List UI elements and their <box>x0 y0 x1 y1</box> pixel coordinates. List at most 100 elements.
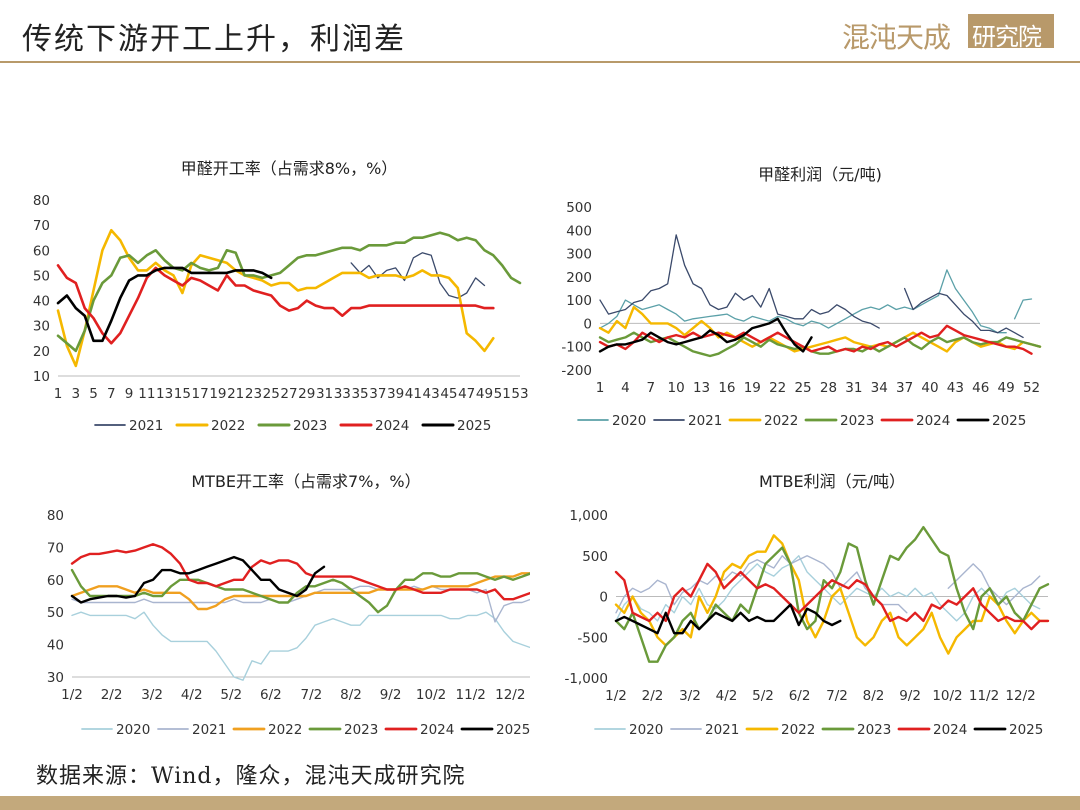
y-tick-label: 60 <box>33 243 50 259</box>
y-tick-label: 10 <box>33 369 50 385</box>
x-tick-label: 47 <box>458 386 475 402</box>
x-tick-label: 9/2 <box>899 688 921 704</box>
y-tick-label: -1,000 <box>564 671 608 687</box>
x-tick-label: 8/2 <box>863 688 885 704</box>
y-tick-label: 40 <box>47 638 64 654</box>
x-tick-label: 10 <box>668 380 685 396</box>
x-tick-label: 4 <box>621 380 630 396</box>
x-tick-label: 5 <box>89 386 98 402</box>
x-tick-label: 5/2 <box>220 687 242 703</box>
chart-methanal-profit: 甲醛利润（元/吨) -200 -100 0 100 200 300 400 500 1 4 7 10 13… <box>540 140 1060 445</box>
series-line-2025 <box>70 555 326 604</box>
series-line-2021 <box>599 234 880 329</box>
y-tick-label: -100 <box>561 340 592 356</box>
x-tick-label: 9 <box>125 386 134 402</box>
x-tick-label: 8/2 <box>340 687 362 703</box>
chart-title: 甲醛开工率（占需求8%，%） <box>181 159 398 178</box>
x-tick-label: 37 <box>369 386 386 402</box>
x-tick-label: 11/2 <box>969 688 999 704</box>
chart-title: 甲醛利润（元/吨) <box>758 165 882 184</box>
x-tick-label: 46 <box>972 380 989 396</box>
series-line-2020 <box>615 555 1041 622</box>
x-tick-label: 10/2 <box>932 688 962 704</box>
series-line-2023 <box>614 526 1050 663</box>
header-divider <box>0 61 1080 63</box>
x-tick-label: 3/2 <box>679 688 701 704</box>
y-tick-label: 80 <box>33 193 50 209</box>
x-tick-label: 53 <box>511 386 528 402</box>
source-note: 数据来源：Wind，隆众，混沌天成研究院 <box>36 764 466 789</box>
y-tick-label: 0 <box>583 316 592 332</box>
x-tick-label: 11/2 <box>456 687 486 703</box>
y-tick-label: 30 <box>47 670 64 686</box>
legend-label-2024: 2024 <box>375 418 409 434</box>
series-line-2022 <box>70 572 530 611</box>
x-tick-label: 35 <box>351 386 368 402</box>
x-tick-label: 3 <box>71 386 80 402</box>
y-tick-label: 70 <box>33 218 50 234</box>
x-tick-label: 7/2 <box>826 688 848 704</box>
x-tick-label: 2/2 <box>642 688 664 704</box>
methanal-profit-svg: 甲醛利润（元/吨) -200 -100 0 100 200 300 400 500 1 4 7 10 13… <box>561 165 1042 429</box>
legend-label-2022: 2022 <box>268 722 302 738</box>
x-tick-label: 40 <box>921 380 938 396</box>
series-line-2020 <box>599 269 1007 334</box>
y-tick-label: 300 <box>566 247 592 263</box>
x-tick-label: 22 <box>769 380 786 396</box>
x-tick-label: 7 <box>107 386 116 402</box>
x-tick-label: 13 <box>693 380 710 396</box>
legend-label-2022: 2022 <box>764 413 798 429</box>
legend-label-2023: 2023 <box>840 413 874 429</box>
legend-label-2022: 2022 <box>211 418 245 434</box>
legend-label-2025: 2025 <box>992 413 1026 429</box>
series-line-2024 <box>614 562 1050 631</box>
x-tick-label: 31 <box>316 386 333 402</box>
x-tick-label: 6/2 <box>789 688 811 704</box>
legend-label-2025: 2025 <box>496 722 530 738</box>
y-tick-label: 400 <box>566 223 592 239</box>
x-tick-label: 23 <box>245 386 262 402</box>
y-tick-label: 0 <box>599 590 608 606</box>
mtbe-rate-svg: MTBE开工率（占需求7%，%） 30 40 50 60 70 80 1/2 2/2 3/2 4/2… <box>47 472 530 738</box>
x-tick-label: 11 <box>138 386 155 402</box>
x-tick-label: 39 <box>387 386 404 402</box>
legend-label-2025: 2025 <box>457 418 491 434</box>
x-tick-label: 34 <box>871 380 888 396</box>
x-tick-label: 29 <box>298 386 315 402</box>
x-tick-label: 25 <box>794 380 811 396</box>
y-tick-label: 50 <box>33 268 50 284</box>
chart-title: MTBE利润（元/吨） <box>759 472 905 491</box>
y-tick-label: 100 <box>566 293 592 309</box>
legend-label-2023: 2023 <box>857 722 891 738</box>
y-tick-label: 80 <box>47 508 64 524</box>
x-tick-label: 41 <box>405 386 422 402</box>
legend-label-2024: 2024 <box>420 722 454 738</box>
x-tick-label: 2/2 <box>101 687 123 703</box>
series-line-2021 <box>350 252 486 299</box>
x-tick-label: 1 <box>596 380 605 396</box>
series-line-2021 <box>615 555 908 614</box>
legend-label-2021: 2021 <box>688 413 722 429</box>
x-tick-label: 13 <box>156 386 173 402</box>
x-tick-label: 27 <box>280 386 297 402</box>
y-tick-label: 20 <box>33 344 50 360</box>
x-tick-label: 19 <box>209 386 226 402</box>
y-tick-label: 50 <box>47 605 64 621</box>
x-tick-label: 1/2 <box>605 688 627 704</box>
x-tick-label: 52 <box>1023 380 1040 396</box>
series-line-2023 <box>598 331 1042 358</box>
y-tick-label: 70 <box>47 540 64 556</box>
x-tick-label: 1/2 <box>61 687 83 703</box>
series-line-2025 <box>56 266 273 343</box>
series-line-2020 <box>1013 298 1033 320</box>
legend-label-2024: 2024 <box>933 722 967 738</box>
x-tick-label: 4/2 <box>716 688 738 704</box>
series-line-2023 <box>56 231 522 353</box>
x-tick-label: 1 <box>54 386 63 402</box>
legend-label-2024: 2024 <box>916 413 950 429</box>
x-tick-label: 33 <box>334 386 351 402</box>
page-title: 传统下游开工上升，利润差 <box>22 22 406 57</box>
legend-label-2021: 2021 <box>705 722 739 738</box>
legend-label-2025: 2025 <box>1009 722 1043 738</box>
